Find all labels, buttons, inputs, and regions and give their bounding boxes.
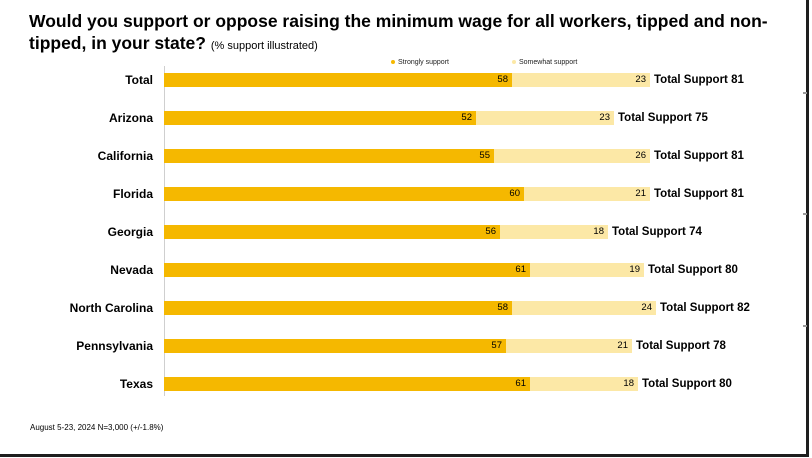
- category-label: Nevada: [110, 263, 153, 277]
- data-label-somewhat-support: 24: [641, 302, 652, 313]
- bar-somewhat-support: [500, 225, 608, 239]
- side-tick: [803, 92, 807, 94]
- legend-strongly-support: Strongly support: [391, 59, 449, 66]
- data-label-somewhat-support: 23: [599, 112, 610, 123]
- category-label: Total: [125, 73, 153, 87]
- bar-somewhat-support: [530, 263, 644, 277]
- side-tick: [803, 213, 807, 215]
- data-label-somewhat-support: 23: [635, 74, 646, 85]
- category-label: North Carolina: [69, 301, 153, 315]
- total-support-label: Total Support 81: [654, 188, 744, 200]
- bar-somewhat-support: [524, 187, 650, 201]
- data-label-strongly-support: 61: [515, 264, 526, 275]
- data-label-somewhat-support: 21: [635, 188, 646, 199]
- legend-somewhat-support: Somewhat support: [512, 59, 577, 66]
- category-label: Arizona: [108, 111, 153, 125]
- bar-strongly-support: [164, 339, 506, 353]
- chart-title: Would you support or oppose raising the …: [29, 10, 799, 57]
- category-label: California: [97, 149, 153, 163]
- total-support-label: Total Support 81: [654, 150, 744, 162]
- data-label-strongly-support: 58: [497, 74, 508, 85]
- total-support-label: Total Support 81: [654, 74, 744, 86]
- data-label-strongly-support: 56: [485, 226, 496, 237]
- bar-strongly-support: [164, 377, 530, 391]
- data-label-somewhat-support: 19: [629, 264, 640, 275]
- chart-title-sub: (% support illustrated): [210, 40, 318, 52]
- data-label-somewhat-support: 21: [617, 340, 628, 351]
- bar-strongly-support: [164, 225, 500, 239]
- bar-somewhat-support: [494, 149, 650, 163]
- category-label: Florida: [112, 187, 153, 201]
- bar-somewhat-support: [476, 111, 614, 125]
- bar-strongly-support: [164, 111, 476, 125]
- bar-somewhat-support: [506, 339, 632, 353]
- category-label: Pennsylvania: [76, 339, 153, 353]
- bar-strongly-support: [164, 187, 524, 201]
- data-label-somewhat-support: 18: [623, 378, 634, 389]
- total-support-label: Total Support 75: [618, 112, 708, 124]
- bar-somewhat-support: [512, 301, 656, 315]
- data-label-strongly-support: 57: [491, 340, 502, 351]
- data-label-strongly-support: 55: [479, 150, 490, 161]
- legend-strong-swatch: [391, 60, 395, 65]
- chart-title-main: Would you support or oppose raising the …: [29, 11, 768, 53]
- total-support-label: Total Support 80: [642, 378, 732, 390]
- bar-somewhat-support: [530, 377, 638, 391]
- data-label-strongly-support: 61: [515, 378, 526, 389]
- bar-somewhat-support: [512, 73, 650, 87]
- bar-strongly-support: [164, 263, 530, 277]
- data-label-strongly-support: 58: [497, 302, 508, 313]
- bar-strongly-support: [164, 301, 512, 315]
- bar-strongly-support: [164, 149, 494, 163]
- legend-strong-label: Strongly support: [398, 59, 449, 66]
- total-support-label: Total Support 82: [660, 302, 750, 314]
- data-label-somewhat-support: 26: [635, 150, 646, 161]
- footnote: August 5-23, 2024 N=3,000 (+/-1.8%): [30, 423, 164, 432]
- bar-strongly-support: [164, 73, 512, 87]
- total-support-label: Total Support 80: [648, 264, 738, 276]
- data-label-strongly-support: 52: [461, 112, 472, 123]
- category-label: Texas: [119, 377, 153, 391]
- total-support-label: Total Support 74: [612, 226, 702, 238]
- legend-somewhat-label: Somewhat support: [519, 59, 578, 66]
- total-support-label: Total Support 78: [636, 340, 726, 352]
- data-label-somewhat-support: 18: [593, 226, 604, 237]
- side-tick: [803, 325, 807, 327]
- category-label: Georgia: [107, 225, 153, 239]
- data-label-strongly-support: 60: [509, 188, 520, 199]
- legend-somewhat-swatch: [512, 60, 516, 65]
